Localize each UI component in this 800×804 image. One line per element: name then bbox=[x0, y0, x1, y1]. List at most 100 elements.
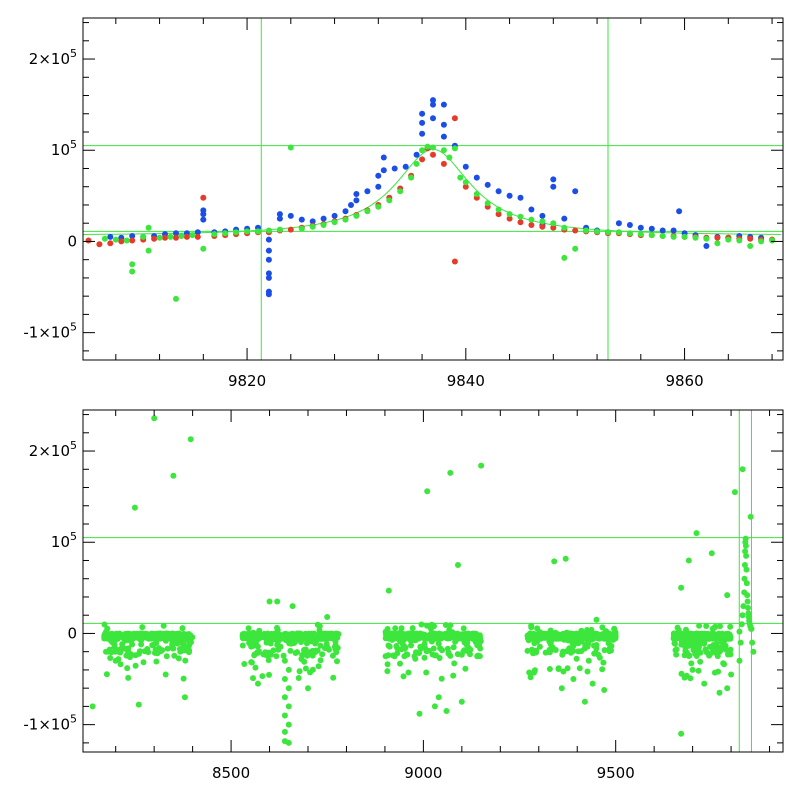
data-point bbox=[719, 643, 726, 650]
top-panel: 9820 9840 9860 -1×105 0 105 2×105 bbox=[23, 17, 784, 390]
data-point bbox=[408, 642, 414, 649]
data-point bbox=[320, 215, 327, 222]
data-point bbox=[279, 635, 286, 642]
data-point bbox=[451, 660, 458, 667]
data-point bbox=[550, 183, 557, 190]
data-point bbox=[432, 652, 439, 659]
data-point bbox=[408, 174, 415, 181]
data-point bbox=[319, 651, 326, 658]
data-point bbox=[413, 151, 420, 158]
data-point bbox=[472, 632, 479, 639]
data-point bbox=[131, 504, 138, 511]
data-point bbox=[397, 660, 403, 667]
data-point bbox=[129, 261, 136, 268]
data-point bbox=[697, 649, 704, 656]
data-point bbox=[576, 665, 583, 672]
data-point bbox=[531, 667, 538, 674]
data-point bbox=[167, 233, 174, 240]
data-point bbox=[222, 230, 229, 237]
data-point bbox=[141, 648, 148, 655]
data-point bbox=[419, 119, 426, 126]
data-point bbox=[314, 621, 321, 628]
data-point bbox=[398, 625, 405, 632]
data-point bbox=[534, 625, 541, 632]
data-point bbox=[124, 665, 131, 672]
data-point bbox=[611, 625, 618, 632]
data-point bbox=[438, 675, 445, 682]
data-point bbox=[717, 623, 723, 630]
model-curve bbox=[83, 148, 781, 235]
data-point bbox=[450, 644, 457, 651]
data-point bbox=[332, 646, 339, 652]
data-point bbox=[758, 238, 765, 245]
data-point bbox=[737, 639, 744, 646]
data-point bbox=[375, 203, 382, 210]
data-point bbox=[637, 224, 644, 231]
data-point bbox=[524, 632, 531, 639]
data-point bbox=[575, 648, 582, 655]
data-point bbox=[413, 160, 420, 167]
data-cluster bbox=[101, 621, 196, 682]
data-point bbox=[725, 651, 731, 658]
data-point bbox=[531, 650, 538, 656]
data-point bbox=[145, 247, 152, 254]
data-point bbox=[132, 652, 139, 659]
data-point bbox=[742, 548, 749, 555]
data-point bbox=[412, 655, 419, 662]
data-point bbox=[615, 229, 622, 236]
data-point bbox=[703, 243, 710, 249]
data-point bbox=[742, 542, 749, 549]
data-point bbox=[696, 622, 703, 629]
data-point bbox=[123, 652, 130, 659]
data-point bbox=[180, 675, 187, 682]
data-point bbox=[246, 640, 253, 646]
data-point bbox=[401, 645, 408, 652]
data-point bbox=[727, 623, 734, 630]
data-point bbox=[747, 243, 754, 249]
data-point bbox=[601, 647, 608, 654]
data-point bbox=[484, 181, 491, 188]
data-point bbox=[714, 234, 721, 241]
data-point bbox=[399, 630, 405, 637]
data-point bbox=[285, 703, 292, 710]
data-point bbox=[307, 669, 314, 676]
data-point bbox=[738, 621, 745, 628]
data-point bbox=[599, 624, 606, 631]
data-point bbox=[331, 212, 338, 219]
data-point bbox=[331, 219, 338, 226]
data-point bbox=[129, 268, 136, 275]
data-point bbox=[559, 651, 566, 658]
data-point bbox=[173, 230, 179, 237]
data-point bbox=[333, 633, 340, 640]
data-point bbox=[265, 270, 272, 277]
data-point bbox=[566, 645, 573, 652]
data-point bbox=[736, 237, 743, 244]
data-point bbox=[107, 655, 114, 661]
data-point bbox=[681, 674, 688, 681]
data-point bbox=[539, 212, 546, 219]
y-tick-label: -1×105 bbox=[23, 713, 77, 734]
data-point bbox=[173, 234, 179, 241]
data-point bbox=[678, 641, 685, 648]
data-point bbox=[743, 552, 750, 559]
data-point bbox=[750, 648, 757, 655]
data-point bbox=[308, 630, 315, 637]
data-point bbox=[353, 191, 360, 197]
y-tick-label: 2×105 bbox=[29, 47, 77, 68]
data-point bbox=[123, 237, 130, 244]
data-point bbox=[453, 636, 460, 643]
data-point bbox=[526, 669, 533, 676]
series-2 bbox=[101, 143, 776, 302]
data-point bbox=[688, 660, 695, 667]
plot-area bbox=[83, 18, 783, 360]
data-point bbox=[545, 648, 552, 655]
data-point bbox=[678, 584, 685, 591]
data-point bbox=[364, 188, 371, 195]
data-point bbox=[707, 650, 714, 657]
data-point bbox=[709, 630, 716, 637]
x-tick-label: 9500 bbox=[597, 764, 635, 782]
data-point bbox=[151, 235, 158, 242]
data-point bbox=[265, 236, 272, 243]
data-point bbox=[550, 176, 557, 183]
